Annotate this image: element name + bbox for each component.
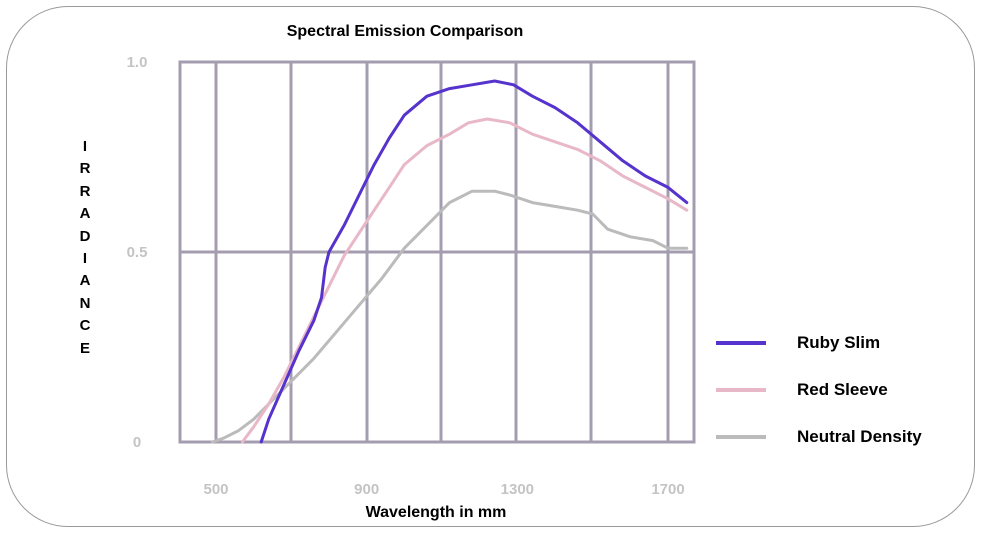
tick-labels: 500 900 1300 1700 0 0.5 1.0 [127, 54, 685, 498]
y-tick-label: 0 [133, 434, 141, 451]
y-axis-label-letter: C [79, 317, 91, 335]
x-tick-label: 900 [354, 481, 379, 498]
y-axis-label-letter: R [79, 182, 91, 200]
series-lines [210, 79, 689, 444]
x-tick-label: 1300 [501, 481, 534, 498]
x-tick-label: 500 [203, 481, 228, 498]
y-axis-label-letter: D [79, 227, 91, 245]
chart-title: Spectral Emission Comparison [287, 23, 524, 40]
y-axis-label-letter: E [79, 339, 90, 357]
y-axis-label-letter: R [79, 160, 91, 178]
grid [178, 60, 696, 444]
legend-label: Neutral Density [797, 427, 922, 446]
series-line-ruby-slim [259, 79, 689, 444]
x-axis-label: Wavelength in mm [366, 504, 507, 521]
y-tick-label: 0.5 [127, 244, 148, 261]
legend: Ruby Slim Red Sleeve Neutral Density [716, 333, 922, 446]
y-axis-label-letter: I [82, 250, 88, 267]
series-line-neutral-density [210, 189, 689, 444]
y-axis-label-letter: I [82, 138, 88, 155]
y-axis-label-letter: A [79, 205, 91, 223]
x-tick-label: 1700 [651, 481, 684, 498]
y-axis-label-letter: A [79, 272, 91, 290]
y-axis-label-letter: N [79, 294, 91, 312]
y-tick-label: 1.0 [127, 54, 148, 71]
legend-label: Ruby Slim [797, 333, 880, 352]
legend-label: Red Sleeve [797, 380, 888, 399]
chart-frame [6, 6, 975, 527]
series-line-red-sleeve [240, 117, 689, 444]
